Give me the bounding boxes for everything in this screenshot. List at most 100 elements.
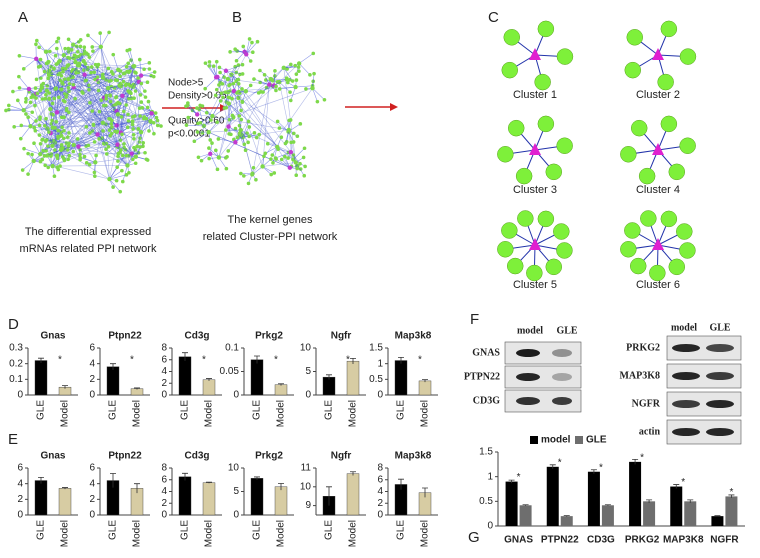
node: [17, 74, 21, 79]
node: [155, 118, 160, 123]
y-tick-label: 0: [161, 390, 167, 401]
edge: [46, 149, 62, 157]
edge: [75, 61, 110, 180]
row-label: actin: [639, 426, 661, 437]
node: [284, 76, 289, 81]
node: [265, 141, 270, 146]
node: [75, 63, 80, 68]
node: [46, 144, 50, 148]
node: [248, 83, 253, 88]
edge: [283, 67, 297, 163]
node: [137, 106, 142, 110]
node: [43, 96, 48, 101]
hub: [26, 86, 32, 92]
node: [302, 146, 307, 151]
x-tick-label: GLE: [36, 400, 47, 420]
node: [33, 86, 38, 90]
node: [116, 154, 120, 159]
node: [242, 142, 247, 147]
edge: [212, 100, 221, 117]
edge: [208, 147, 220, 158]
node: [131, 133, 136, 137]
edge: [36, 58, 50, 71]
node: [215, 167, 220, 172]
y-tick-label: 0.5: [479, 496, 493, 507]
edge: [141, 71, 155, 76]
node: [135, 144, 139, 149]
node: [64, 95, 68, 99]
x-tick-label: GLE: [108, 520, 119, 540]
node: [107, 116, 111, 121]
node: [517, 210, 534, 227]
edge: [100, 32, 110, 47]
node: [226, 149, 231, 153]
edge: [116, 125, 134, 130]
node: [37, 133, 42, 137]
edge: [246, 41, 258, 55]
x-tick-label: GNAS: [504, 535, 533, 546]
error-bar: [728, 494, 735, 498]
node: [668, 163, 686, 181]
node: [92, 140, 97, 144]
edge: [126, 71, 134, 86]
node: [130, 115, 135, 119]
hub: [652, 143, 664, 155]
node: [649, 264, 666, 282]
hub: [233, 140, 238, 145]
edge: [295, 162, 305, 176]
node: [676, 223, 693, 240]
node: [247, 37, 252, 41]
y-tick-label: 2: [89, 494, 95, 505]
criterion: p<0.0001: [168, 129, 210, 140]
node: [270, 153, 275, 157]
node: [312, 71, 316, 76]
node: [298, 122, 303, 126]
edge: [52, 110, 117, 147]
hub: [138, 73, 144, 78]
node: [97, 109, 102, 114]
error-bar: [422, 379, 428, 383]
y-tick-label: 10: [300, 343, 312, 354]
node: [132, 145, 136, 150]
caption: related Cluster-PPI network: [203, 231, 338, 243]
band: [706, 400, 734, 408]
hub: [115, 142, 120, 147]
node: [130, 119, 135, 123]
node: [303, 164, 307, 169]
y-tick-label: 8: [161, 343, 167, 354]
node: [224, 128, 228, 132]
node: [66, 37, 71, 42]
node: [154, 115, 159, 120]
node: [93, 77, 97, 82]
node: [136, 76, 140, 80]
criterion: Node>5: [168, 78, 204, 89]
node: [33, 128, 38, 133]
edge: [61, 89, 76, 99]
edge: [225, 70, 243, 75]
blot-box: [504, 365, 582, 389]
y-tick-label: 10: [228, 463, 240, 474]
edge: [73, 134, 98, 146]
hub: [120, 93, 125, 99]
x-tick-label: Model: [348, 400, 359, 427]
error-bar: [38, 357, 44, 363]
x-tick-label: NGFR: [710, 535, 739, 546]
node: [139, 81, 144, 86]
node: [133, 70, 137, 74]
node: [119, 115, 124, 119]
edge: [262, 162, 296, 167]
node: [213, 93, 218, 98]
annotation: *: [418, 355, 422, 366]
node: [140, 105, 145, 110]
annotation: *: [640, 453, 644, 464]
y-tick-label: 4: [161, 486, 167, 497]
node: [113, 129, 117, 134]
node: [246, 181, 251, 186]
hub: [133, 154, 139, 159]
edge: [50, 133, 56, 151]
node: [45, 154, 49, 158]
node: [285, 80, 290, 85]
edge: [117, 114, 133, 118]
node: [151, 74, 156, 79]
node: [24, 96, 28, 101]
